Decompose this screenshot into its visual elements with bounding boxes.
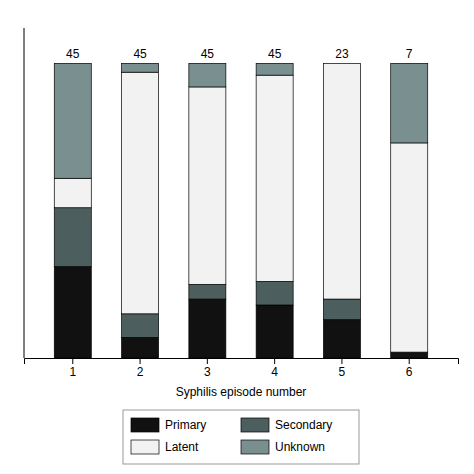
legend-label: Primary <box>165 418 206 432</box>
x-tick: 3 <box>204 358 211 379</box>
x-tick-label: 6 <box>406 365 413 379</box>
series-3 <box>54 63 427 178</box>
bar-segment <box>122 314 159 338</box>
bar-segment <box>189 284 226 299</box>
bar-segment <box>256 281 293 305</box>
x-tick-label: 1 <box>69 365 76 379</box>
totals: 45 45 45 45 23 7 <box>66 47 413 61</box>
legend-swatch <box>131 440 159 454</box>
x-axis: 1 2 3 4 5 6 <box>25 358 459 379</box>
x-tick-mark <box>207 358 208 364</box>
bar-segment <box>189 63 226 87</box>
bar-segment <box>256 305 293 358</box>
legend-item: Latent <box>131 440 199 454</box>
x-tick-label: 4 <box>271 365 278 379</box>
total-label: 45 <box>133 47 147 61</box>
bar-segment <box>54 63 91 178</box>
total-label: 7 <box>406 47 413 61</box>
legend-item: Unknown <box>241 440 325 454</box>
legend-label: Unknown <box>275 440 325 454</box>
bar-segment <box>122 72 159 314</box>
series-2 <box>54 63 427 352</box>
bar-segment <box>323 299 360 320</box>
bar-segment <box>54 178 91 207</box>
legend-swatch <box>241 440 269 454</box>
bar-segment <box>122 63 159 72</box>
x-tick-mark <box>341 358 342 364</box>
bar-segment <box>54 208 91 267</box>
x-axis-title: Syphilis episode number <box>176 385 307 399</box>
x-tick-label: 2 <box>137 365 144 379</box>
bar-segment <box>189 87 226 284</box>
x-axis-domain <box>25 359 459 365</box>
bar-segment <box>256 63 293 75</box>
legend-item: Primary <box>131 418 206 432</box>
x-tick-mark <box>72 358 73 364</box>
legend-swatch <box>241 418 269 432</box>
x-tick: 1 <box>69 358 76 379</box>
bar-segment <box>256 75 293 281</box>
legend-label: Latent <box>165 440 199 454</box>
legend-label: Secondary <box>275 418 332 432</box>
legend: Primary Secondary Latent Unknown <box>123 410 359 464</box>
bar-segment <box>391 143 428 352</box>
x-tick: 6 <box>406 358 413 379</box>
plot: 45454545237123456Syphilis episode number… <box>24 28 459 464</box>
legend-frame <box>123 410 359 464</box>
chart: 45454545237123456Syphilis episode number… <box>0 0 474 474</box>
x-tick: 2 <box>137 358 144 379</box>
bar-segment <box>391 352 428 358</box>
x-tick: 4 <box>271 358 278 379</box>
total-label: 23 <box>335 47 349 61</box>
bar-segment <box>391 63 428 143</box>
x-tick-label: 5 <box>339 365 346 379</box>
total-label: 45 <box>66 47 80 61</box>
legend-item: Secondary <box>241 418 332 432</box>
x-tick: 5 <box>339 358 346 379</box>
y-axis-line <box>24 28 25 358</box>
bar-segment <box>323 63 360 64</box>
total-label: 45 <box>268 47 282 61</box>
bar-segment <box>122 337 159 358</box>
x-tick-mark <box>140 358 141 364</box>
bar-segment <box>323 320 360 358</box>
bar-segment <box>323 63 360 299</box>
bar-segment <box>189 299 226 358</box>
x-tick-mark <box>274 358 275 364</box>
bar-segment <box>54 267 91 358</box>
x-tick-mark <box>409 358 410 364</box>
legend-swatch <box>131 418 159 432</box>
bars <box>54 63 427 358</box>
total-label: 45 <box>201 47 215 61</box>
series-0 <box>54 267 427 358</box>
x-tick-label: 3 <box>204 365 211 379</box>
